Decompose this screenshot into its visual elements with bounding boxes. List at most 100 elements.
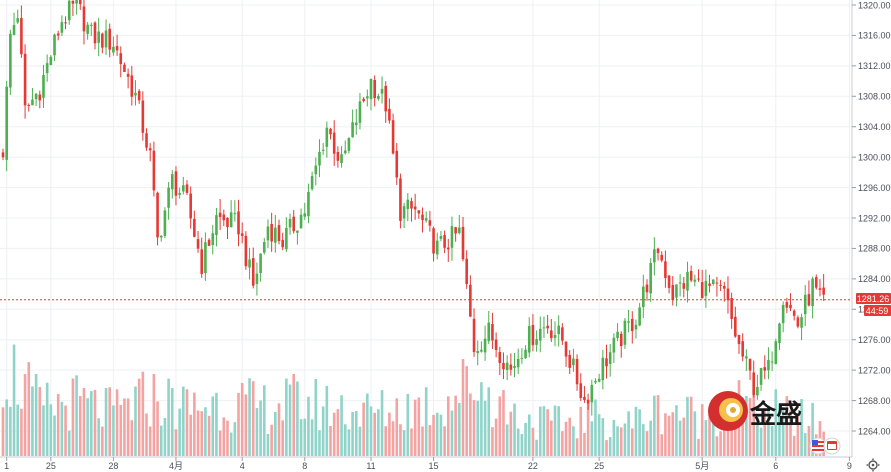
candle-body xyxy=(715,282,719,284)
volume-bar xyxy=(226,420,229,456)
volume-bar xyxy=(675,405,678,456)
candle-body xyxy=(722,285,726,289)
candle-body xyxy=(767,360,770,371)
volume-bar xyxy=(126,398,130,456)
candle-body xyxy=(439,236,443,239)
candle-body xyxy=(689,270,693,281)
x-tick-label: 4月 xyxy=(169,461,183,471)
volume-bar xyxy=(42,405,45,456)
volume-bar xyxy=(491,427,494,456)
y-tick-label: 1320.00 xyxy=(858,0,891,10)
candle-body xyxy=(531,324,535,346)
candle-body xyxy=(711,279,715,285)
volume-bar xyxy=(86,398,89,456)
candle-body xyxy=(141,100,145,133)
volume-bar xyxy=(535,439,538,456)
candle-body xyxy=(561,327,564,341)
volume-bar xyxy=(373,412,376,456)
candle-body xyxy=(299,214,303,229)
gear-icon[interactable] xyxy=(866,458,880,472)
x-tick-label: 9 xyxy=(847,461,852,471)
candle-body xyxy=(516,358,520,368)
volume-bar xyxy=(384,426,388,456)
volume-bar xyxy=(347,429,351,456)
volume-bar xyxy=(12,344,16,456)
candle-body xyxy=(42,75,45,98)
volume-bar xyxy=(369,406,373,456)
volume-bar xyxy=(458,403,461,456)
volume-bar xyxy=(792,435,796,456)
candle-body xyxy=(262,242,266,253)
volume-bar xyxy=(590,421,594,456)
volume-bar xyxy=(516,428,520,456)
volume-bar xyxy=(310,419,314,456)
x-tick-label: 22 xyxy=(528,461,538,471)
candle-body xyxy=(369,78,373,100)
volume-bar xyxy=(233,422,237,456)
candle-body xyxy=(664,261,667,278)
candle-body xyxy=(450,226,454,248)
candle-body xyxy=(535,339,538,345)
volume-bar xyxy=(340,395,343,456)
volume-bar xyxy=(550,420,553,456)
volume-bar xyxy=(288,384,292,456)
volume-bar xyxy=(211,396,215,456)
y-tick-label: 1288.00 xyxy=(858,244,891,254)
volume-bar xyxy=(656,395,660,456)
candle-body xyxy=(789,304,792,309)
candle-body xyxy=(145,133,148,148)
candle-body xyxy=(586,399,590,404)
candlesticks[interactable] xyxy=(1,0,825,416)
volume-bar xyxy=(93,389,97,456)
candle-body xyxy=(634,324,638,330)
volume-bar xyxy=(472,400,476,456)
volume-bar xyxy=(270,424,273,456)
candle-body xyxy=(325,127,329,147)
candle-body xyxy=(550,330,553,339)
volume-bar xyxy=(262,385,266,456)
volume-bar xyxy=(520,433,524,456)
volume-bar xyxy=(237,392,240,456)
candle-body xyxy=(402,206,406,219)
volume-bar xyxy=(483,400,487,456)
volume-bar xyxy=(34,373,38,456)
candle-body xyxy=(366,96,369,99)
price-axis[interactable]: 1264.001268.001272.001276.001280.001284.… xyxy=(851,0,891,457)
time-axis[interactable]: 1 25 28 4月 4 8 11 15 22 25 5月 6 9 xyxy=(0,456,852,471)
volume-bar xyxy=(222,417,226,456)
candle-body xyxy=(461,226,465,260)
volume-bar xyxy=(789,410,792,456)
volume-bar xyxy=(443,426,446,456)
volume-bar xyxy=(454,395,457,456)
candle-body xyxy=(538,328,542,341)
candle-body xyxy=(163,210,167,236)
candle-body xyxy=(307,191,310,217)
x-tick-label: 1 xyxy=(4,461,9,471)
candle-body xyxy=(170,174,174,190)
candle-body xyxy=(605,358,608,367)
volume-bar xyxy=(119,404,123,456)
candle-body xyxy=(56,33,60,36)
candle-body xyxy=(656,248,660,253)
candle-body xyxy=(428,220,432,226)
candle-body xyxy=(277,225,281,242)
candle-body xyxy=(443,235,446,248)
calendar-event-icon[interactable] xyxy=(823,437,841,455)
volume-bar xyxy=(137,378,141,456)
volume-bar xyxy=(60,401,64,456)
volume-bar xyxy=(178,408,181,456)
volume-bar xyxy=(152,374,156,456)
volume-bar xyxy=(1,407,5,456)
volume-bar xyxy=(763,408,767,456)
volume-bar xyxy=(354,411,358,456)
candle-body xyxy=(483,338,487,353)
candle-body xyxy=(244,235,248,267)
volume-bar xyxy=(730,418,733,456)
candle-body xyxy=(491,323,494,341)
volume-bar xyxy=(97,418,100,456)
volume-bar xyxy=(424,387,428,456)
candle-body xyxy=(193,218,196,237)
volume-bar xyxy=(734,418,737,456)
brand-logo-icon xyxy=(708,391,748,431)
